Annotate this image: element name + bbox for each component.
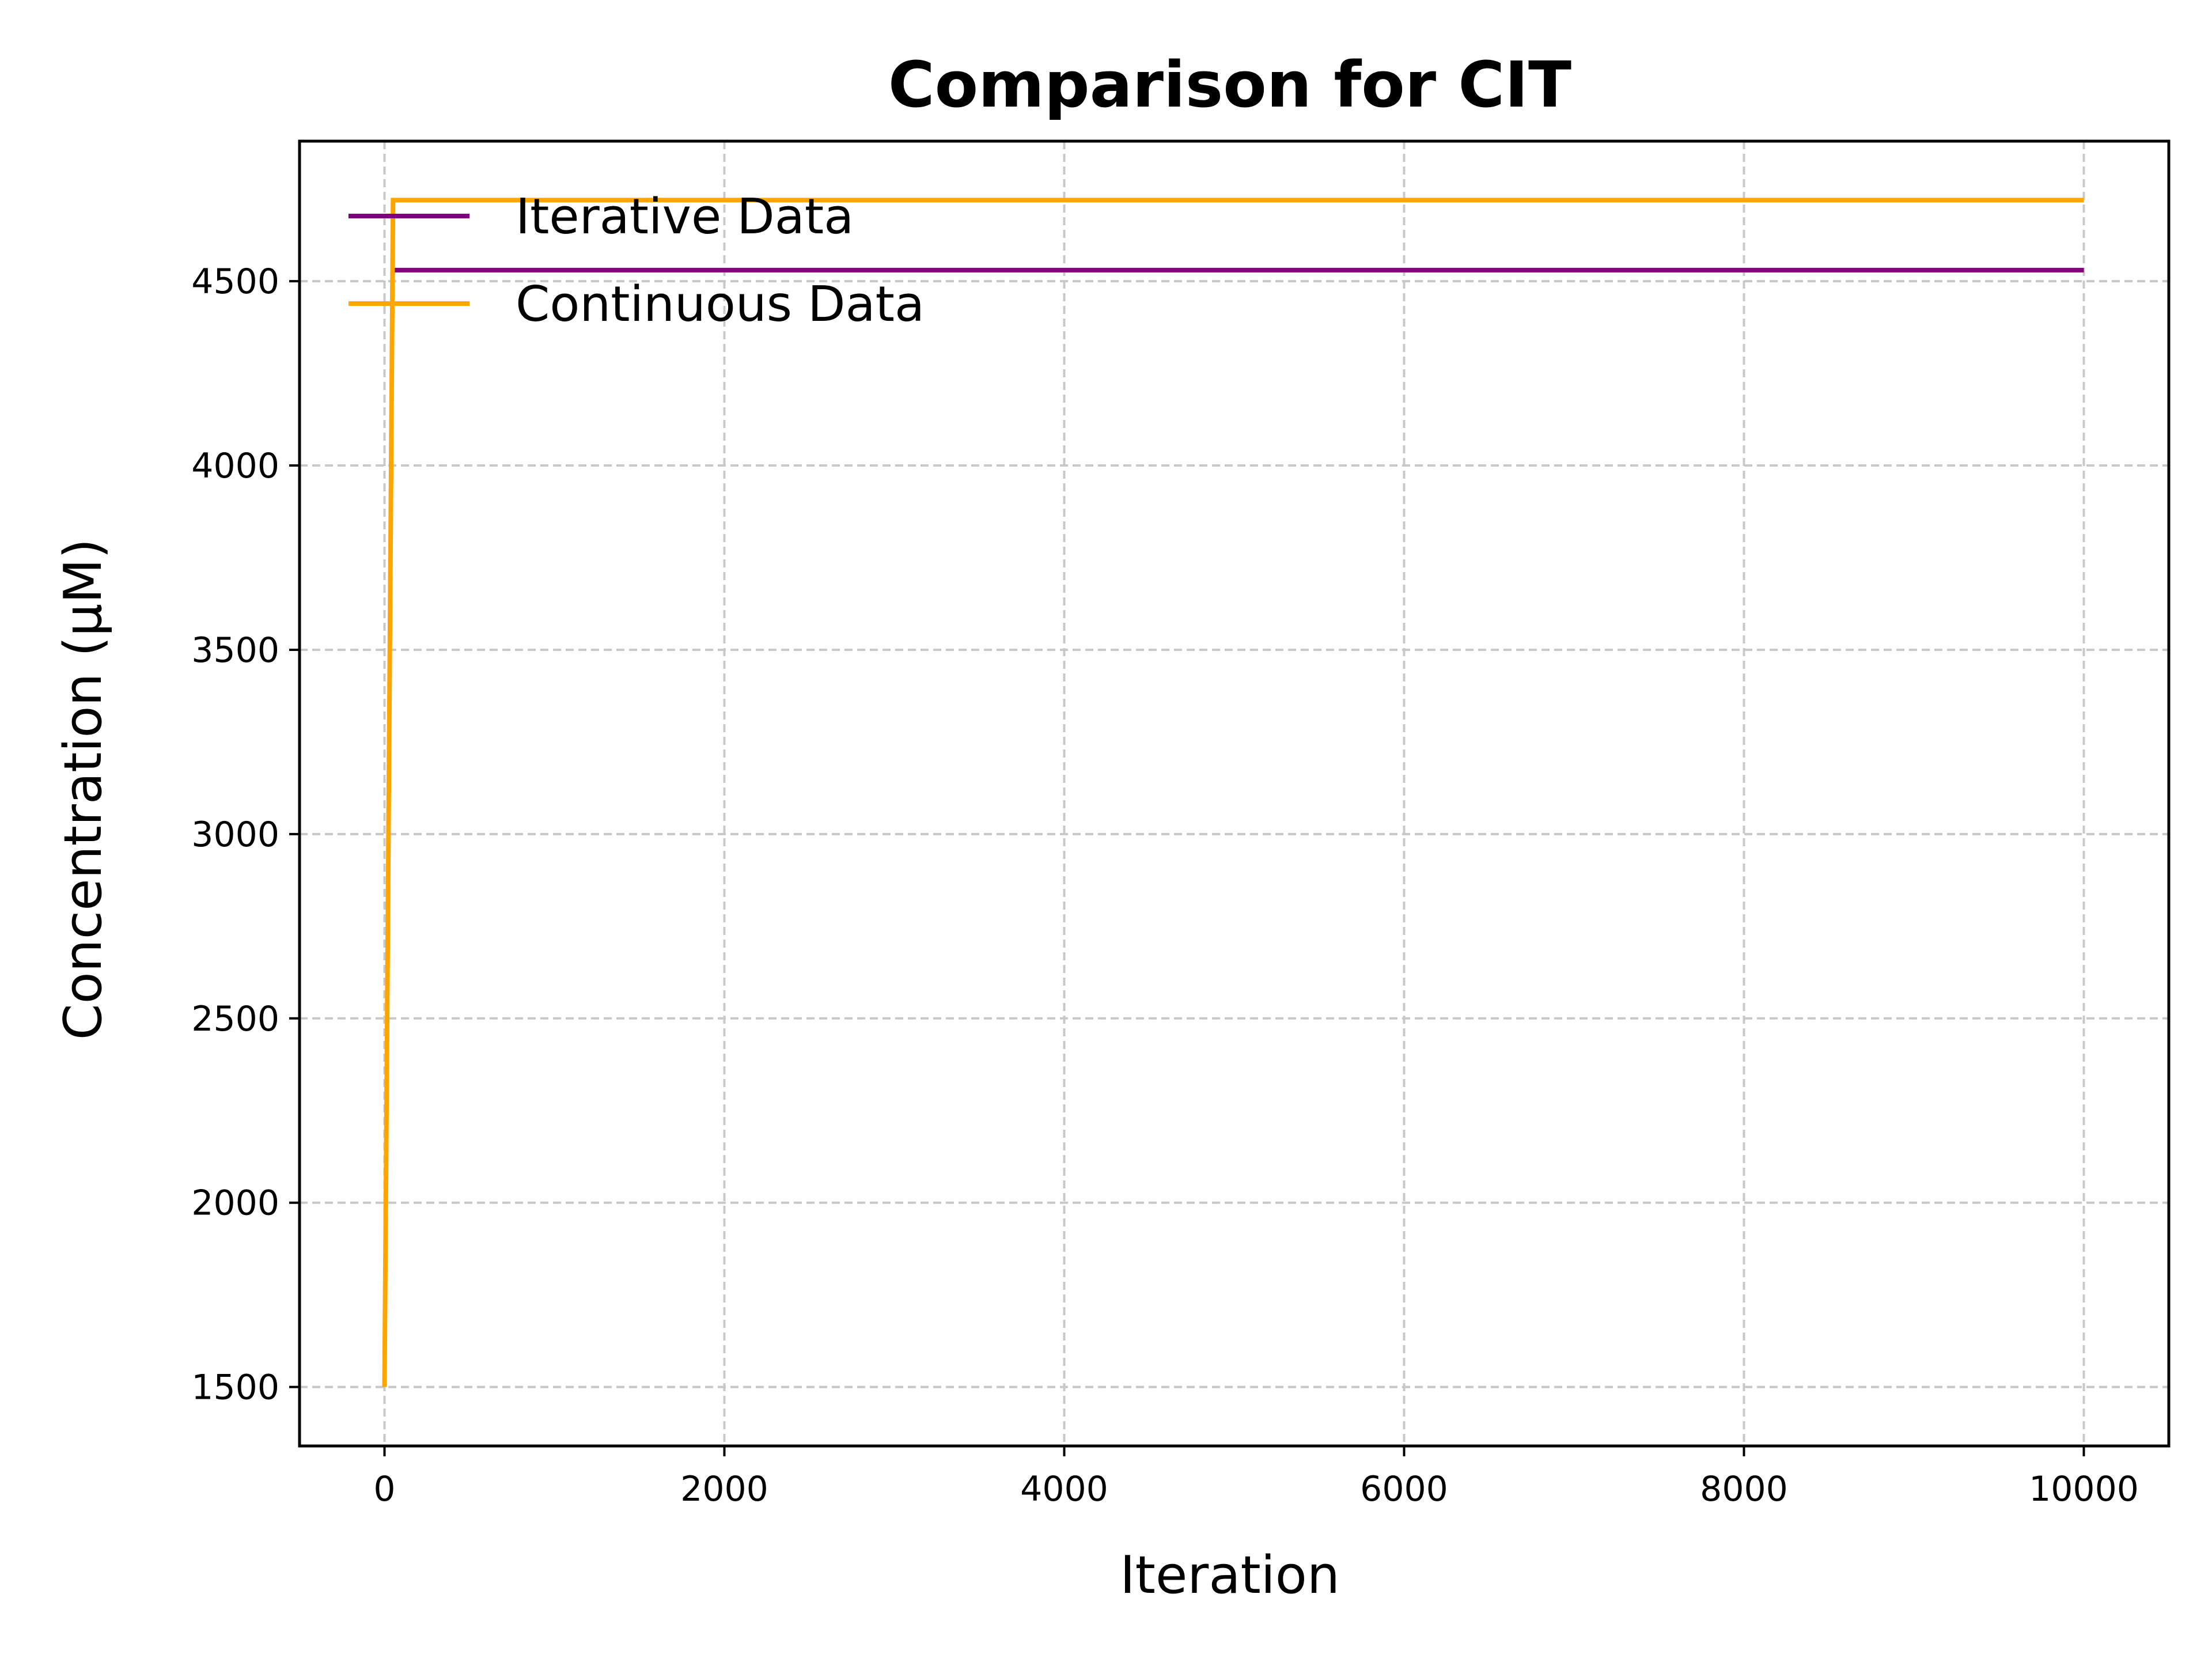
legend-label-1: Continuous Data bbox=[516, 276, 925, 333]
x-tick-label: 8000 bbox=[1700, 1469, 1788, 1509]
y-tick-label: 3500 bbox=[191, 630, 279, 671]
x-tick-label: 0 bbox=[373, 1469, 395, 1509]
chart-title: Comparison for CIT bbox=[888, 48, 1571, 122]
x-tick-label: 4000 bbox=[1020, 1469, 1108, 1509]
series-line-1 bbox=[382, 198, 2084, 1387]
x-tick-label: 2000 bbox=[680, 1469, 768, 1509]
series-layer bbox=[382, 198, 2084, 1387]
y-tick-label: 1500 bbox=[191, 1368, 279, 1408]
legend-label-0: Iterative Data bbox=[516, 188, 854, 245]
y-tick-label: 4500 bbox=[191, 262, 279, 302]
grid bbox=[300, 141, 2169, 1446]
legend: Iterative Data Continuous Data bbox=[349, 188, 925, 333]
x-tick-label: 10000 bbox=[2029, 1469, 2139, 1509]
axis-ticks: 0 2000 4000 6000 8000 10000 1500 2000 2500 3000 35… bbox=[191, 262, 2139, 1509]
y-tick-label: 2500 bbox=[191, 999, 279, 1039]
y-tick-label: 2000 bbox=[191, 1183, 279, 1224]
x-axis-label: Iteration bbox=[1120, 1545, 1340, 1606]
y-tick-label: 3000 bbox=[191, 815, 279, 855]
y-axis-label: Concentration (μM) bbox=[53, 539, 113, 1040]
x-tick-label: 6000 bbox=[1360, 1469, 1448, 1509]
y-tick-label: 4000 bbox=[191, 446, 279, 486]
plot-area-frame bbox=[298, 139, 2171, 1448]
